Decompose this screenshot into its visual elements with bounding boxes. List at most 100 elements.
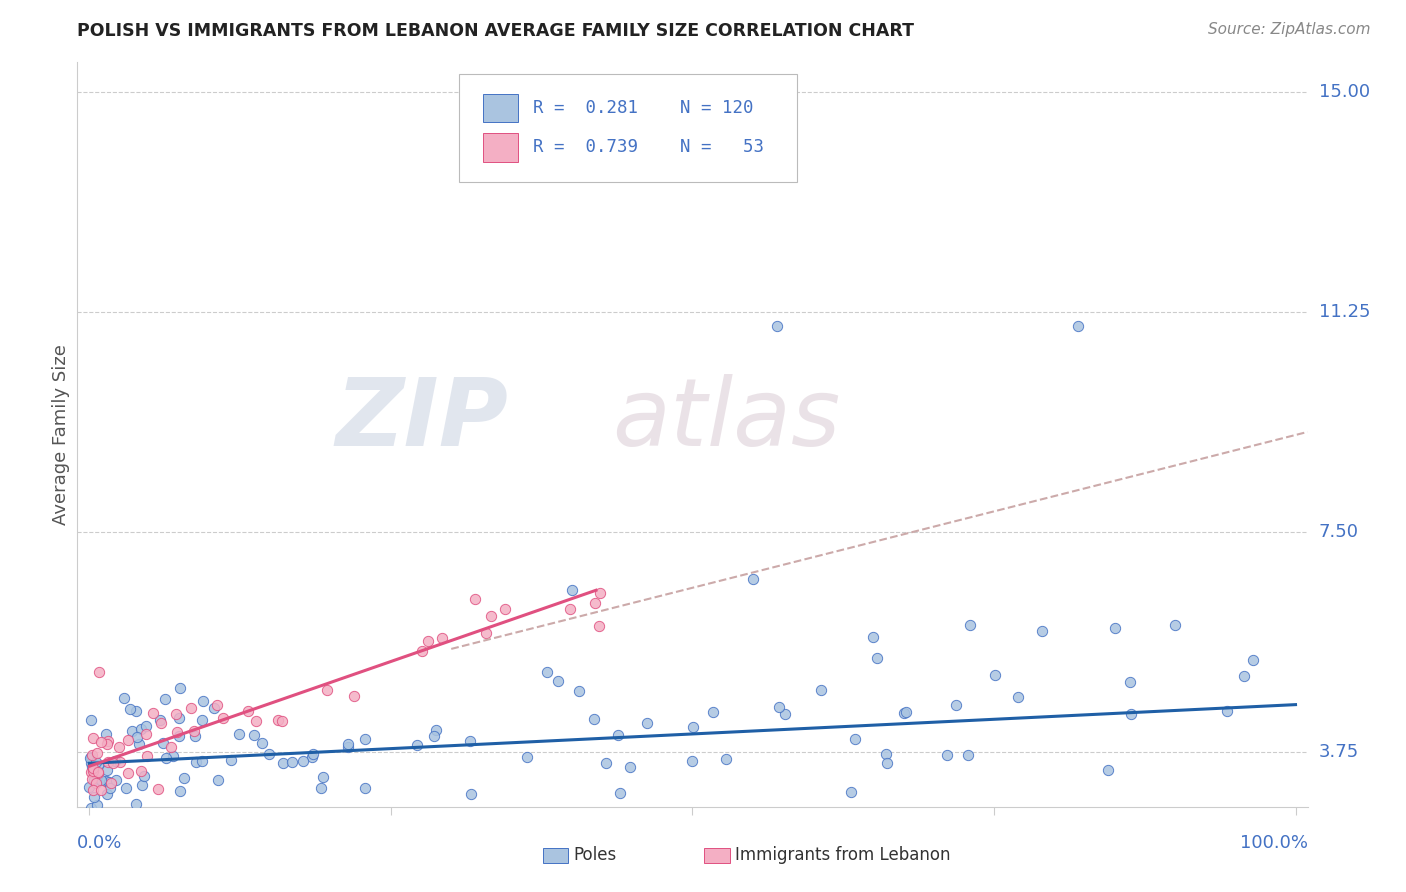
Point	[100, 776, 122, 790]
Point	[96, 787, 118, 801]
Point	[583, 712, 606, 726]
Point	[103, 756, 125, 771]
Text: 15.00: 15.00	[1319, 83, 1369, 101]
Point	[104, 754, 127, 768]
Point	[134, 769, 156, 783]
Point	[494, 602, 516, 616]
Point	[87, 665, 110, 680]
Point	[716, 752, 738, 766]
Point	[115, 780, 138, 795]
Point	[129, 764, 152, 778]
Point	[112, 691, 135, 706]
Point	[94, 727, 117, 741]
Bar	[543, 847, 568, 863]
Point	[90, 735, 112, 749]
Point	[87, 765, 110, 780]
Point	[162, 749, 184, 764]
Point	[267, 713, 290, 727]
Point	[83, 807, 105, 822]
Point	[82, 761, 104, 775]
Point	[936, 747, 959, 762]
Point	[82, 760, 104, 774]
Point	[245, 714, 267, 728]
Point	[190, 713, 212, 727]
Text: POLISH VS IMMIGRANTS FROM LEBANON AVERAGE FAMILY SIZE CORRELATION CHART: POLISH VS IMMIGRANTS FROM LEBANON AVERAG…	[77, 22, 914, 40]
Text: 11.25: 11.25	[1319, 302, 1371, 321]
Text: Source: ZipAtlas.com: Source: ZipAtlas.com	[1208, 22, 1371, 37]
Point	[561, 583, 583, 598]
Point	[120, 702, 142, 716]
Point	[479, 608, 502, 623]
Point	[80, 750, 103, 764]
Point	[547, 674, 569, 689]
Point	[83, 772, 105, 787]
Point	[682, 720, 704, 734]
Point	[96, 737, 118, 751]
Point	[271, 756, 294, 771]
Point	[121, 723, 143, 738]
Point	[87, 765, 110, 780]
Point	[90, 772, 112, 787]
Point	[1097, 764, 1119, 778]
Point	[89, 772, 111, 787]
Point	[183, 723, 205, 738]
Point	[957, 747, 980, 762]
Point	[153, 692, 176, 706]
Point	[94, 774, 117, 789]
Point	[309, 781, 332, 796]
Point	[97, 733, 120, 747]
Point	[312, 770, 335, 784]
Text: atlas: atlas	[612, 375, 841, 466]
Point	[636, 716, 658, 731]
Point	[271, 714, 294, 728]
Point	[257, 747, 280, 762]
Point	[91, 811, 114, 825]
Point	[117, 733, 139, 747]
Point	[1241, 653, 1264, 667]
Text: R =  0.739    N =   53: R = 0.739 N = 53	[533, 138, 763, 156]
Point	[84, 755, 107, 769]
Point	[80, 713, 103, 727]
Point	[135, 727, 157, 741]
Point	[1216, 705, 1239, 719]
Point	[180, 701, 202, 715]
Point	[90, 782, 112, 797]
Point	[191, 754, 214, 768]
Point	[1119, 706, 1142, 721]
Point	[281, 755, 304, 769]
Point	[1233, 669, 1256, 683]
Point	[681, 754, 703, 768]
Point	[1104, 621, 1126, 635]
Text: R =  0.281    N = 120: R = 0.281 N = 120	[533, 99, 754, 117]
Point	[82, 772, 104, 786]
Point	[87, 757, 110, 772]
Point	[876, 756, 898, 771]
Point	[250, 735, 273, 749]
Point	[219, 753, 242, 767]
Point	[125, 704, 148, 718]
Point	[460, 787, 482, 801]
Point	[301, 747, 323, 762]
Point	[1031, 624, 1053, 639]
Point	[1007, 690, 1029, 704]
Point	[134, 822, 156, 836]
Point	[583, 596, 606, 610]
Point	[207, 772, 229, 787]
Point	[607, 728, 630, 742]
Point	[149, 716, 172, 731]
Point	[184, 729, 207, 743]
Point	[432, 631, 454, 645]
Point	[460, 734, 482, 748]
Point	[343, 689, 366, 703]
Point	[893, 706, 915, 720]
Text: 0.0%: 0.0%	[77, 834, 122, 852]
Point	[839, 785, 862, 799]
Point	[129, 723, 152, 737]
Point	[212, 711, 235, 725]
Point	[243, 729, 266, 743]
FancyBboxPatch shape	[458, 74, 797, 182]
Point	[589, 586, 612, 600]
Point	[405, 738, 427, 752]
Point	[416, 633, 439, 648]
Point	[568, 684, 591, 698]
